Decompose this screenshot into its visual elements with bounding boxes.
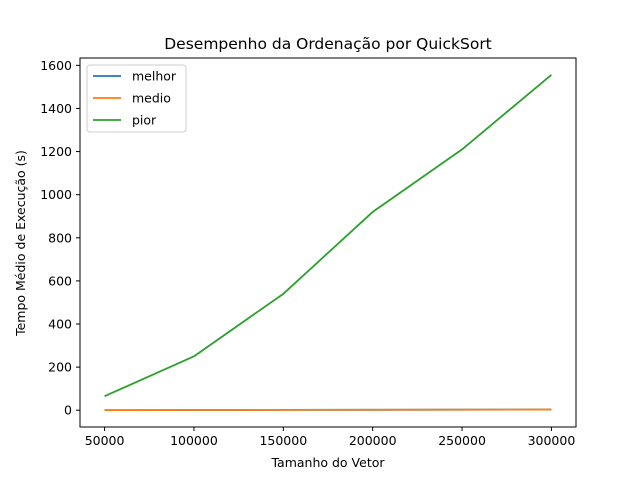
legend-label-pior: pior bbox=[132, 113, 157, 128]
y-tick-label: 1000 bbox=[40, 187, 72, 202]
y-tick-label: 400 bbox=[48, 317, 72, 332]
y-tick-label: 1200 bbox=[40, 144, 72, 159]
chart-title: Desempenho da Ordenação por QuickSort bbox=[164, 35, 492, 53]
x-tick-label: 200000 bbox=[349, 433, 397, 448]
y-tick-label: 600 bbox=[48, 273, 72, 288]
x-tick-label: 150000 bbox=[259, 433, 307, 448]
legend-label-medio: medio bbox=[132, 91, 171, 106]
x-tick-label: 50000 bbox=[85, 433, 125, 448]
y-axis-label: Tempo Médio de Execução (s) bbox=[13, 150, 28, 337]
y-tick-label: 200 bbox=[48, 360, 72, 375]
y-tick-label: 1600 bbox=[40, 58, 72, 73]
x-axis-label: Tamanho do Vetor bbox=[270, 455, 385, 470]
series-line-pior bbox=[104, 74, 552, 398]
x-tick-label: 100000 bbox=[170, 433, 218, 448]
y-tick-label: 800 bbox=[48, 230, 72, 245]
legend-box bbox=[86, 64, 187, 133]
x-tick-label: 250000 bbox=[438, 433, 486, 448]
series-line-medio bbox=[104, 408, 552, 412]
y-tick-label: 1400 bbox=[40, 101, 72, 116]
legend-label-melhor: melhor bbox=[132, 69, 177, 84]
axes-frame bbox=[79, 57, 577, 428]
x-tick-label: 300000 bbox=[528, 433, 576, 448]
y-tick-label: 0 bbox=[64, 403, 72, 418]
plot-area: 50000 100000 150000 200000 250000 300000 0 200 4… bbox=[40, 57, 577, 448]
